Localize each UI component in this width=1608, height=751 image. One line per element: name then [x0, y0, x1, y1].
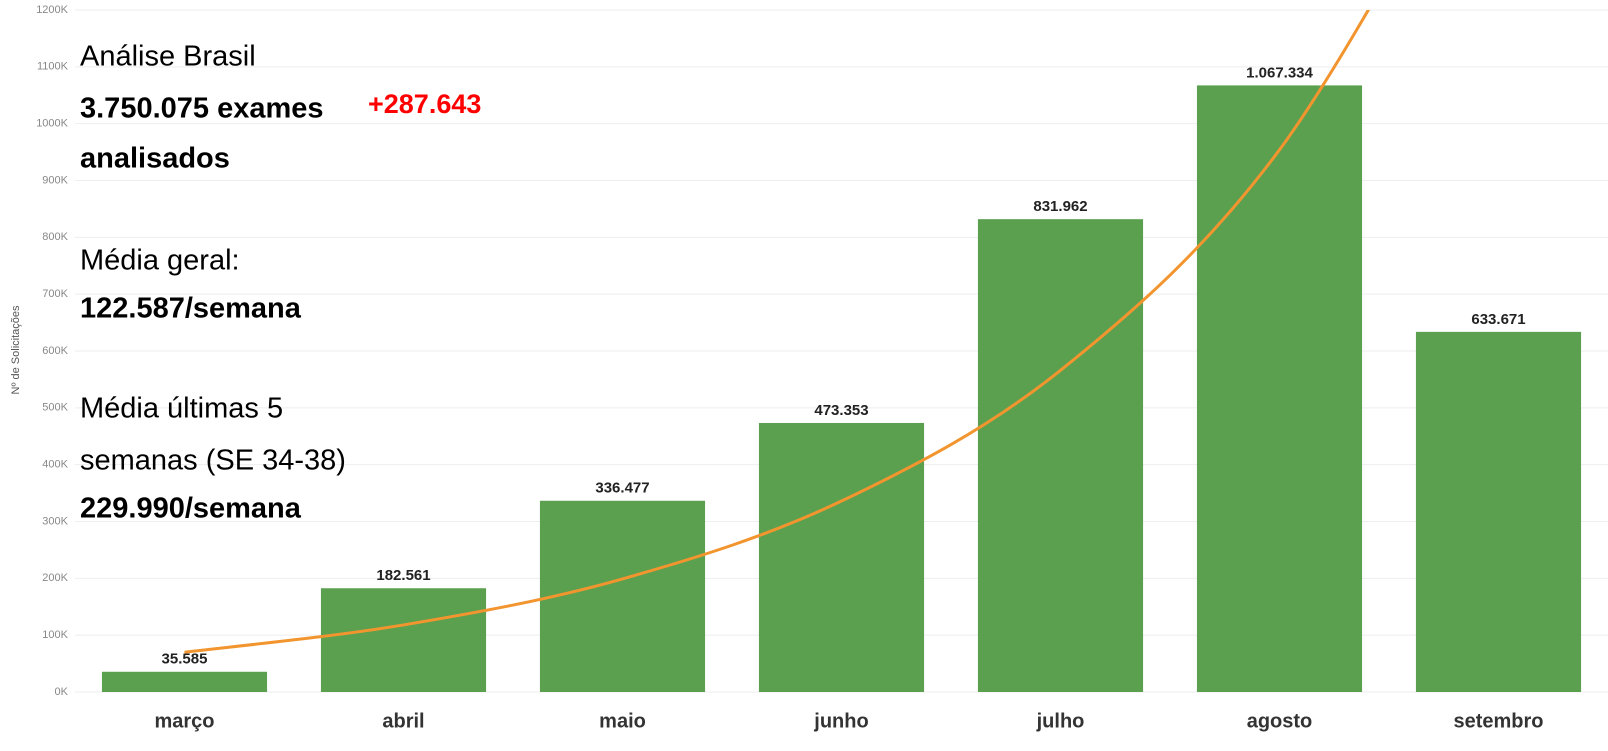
annotation: +287.643	[368, 89, 481, 119]
y-tick-label: 800K	[42, 231, 68, 243]
bar	[1196, 85, 1363, 693]
value-label: 473.353	[814, 402, 868, 419]
y-tick-label: 700K	[42, 288, 68, 300]
x-tick-label: março	[154, 710, 214, 732]
value-label: 633.671	[1471, 311, 1525, 328]
annotation: 122.587/semana	[80, 293, 302, 325]
annotation: analisados	[80, 143, 230, 175]
x-tick-label: julho	[1036, 710, 1085, 732]
y-tick-label: 400K	[42, 459, 68, 471]
value-label: 35.585	[162, 651, 208, 668]
y-tick-label: 500K	[42, 402, 68, 414]
value-label: 1.067.334	[1246, 64, 1313, 81]
y-axis-label: Nº de Solicitações	[10, 305, 22, 395]
value-label: 831.962	[1033, 198, 1087, 215]
trend-line	[184, 10, 1371, 654]
value-label: 336.477	[595, 480, 649, 497]
y-tick-label: 1100K	[37, 61, 69, 73]
y-tick-label: 200K	[42, 572, 68, 584]
y-tick-label: 600K	[42, 345, 68, 357]
bar	[539, 500, 706, 692]
annotation: 3.750.075 exames	[80, 93, 324, 125]
bar	[1415, 331, 1582, 692]
value-label: 182.561	[376, 567, 430, 584]
y-tick-label: 900K	[42, 174, 68, 186]
annotation: Análise Brasil	[80, 41, 256, 73]
bar	[320, 588, 487, 692]
x-tick-label: junho	[813, 710, 868, 732]
x-tick-label: abril	[382, 710, 424, 732]
bar	[101, 671, 268, 692]
y-tick-label: 1000K	[36, 118, 68, 130]
bar	[977, 219, 1144, 692]
annotation: semanas (SE 34-38)	[80, 445, 346, 477]
annotations: Análise Brasil 3.750.075 exames +287.643…	[80, 41, 481, 525]
annotation: 229.990/semana	[80, 493, 302, 525]
annotation: Média geral:	[80, 245, 240, 277]
y-tick-label: 1200K	[36, 4, 68, 16]
annotation: Média últimas 5	[80, 393, 283, 425]
x-tick-label: maio	[599, 710, 646, 732]
y-tick-label: 0K	[55, 686, 69, 698]
y-tick-label: 100K	[42, 629, 68, 641]
x-tick-label: agosto	[1247, 710, 1313, 732]
x-tick-label: setembro	[1453, 710, 1543, 732]
y-tick-label: 300K	[42, 515, 68, 527]
bar	[758, 422, 925, 692]
